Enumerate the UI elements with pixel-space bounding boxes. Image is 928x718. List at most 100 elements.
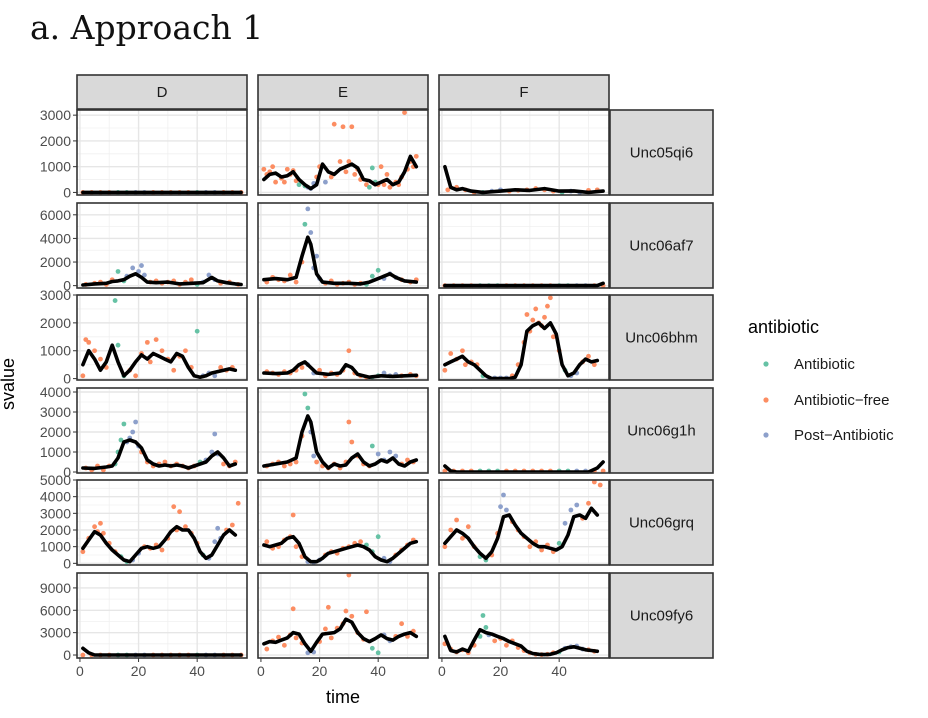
facet-strip-label: F	[519, 84, 528, 101]
data-point	[364, 609, 369, 615]
data-point	[586, 353, 591, 359]
panel-Unc06g1h-D	[76, 387, 248, 474]
panel-Unc09fy6-D	[76, 572, 248, 659]
panel-Unc06af7-E	[257, 202, 429, 289]
x-tick-label: 20	[493, 663, 509, 679]
data-point	[261, 166, 267, 172]
smooth-line	[443, 281, 605, 288]
smooth-line	[262, 235, 419, 286]
data-point	[568, 507, 574, 513]
data-point	[328, 174, 334, 180]
panel-background	[439, 573, 609, 658]
data-point	[264, 539, 270, 545]
data-point	[369, 273, 375, 279]
y-tick-label: 1000	[40, 444, 71, 460]
figure-title: a. Approach 1	[30, 8, 264, 47]
data-point	[442, 367, 448, 373]
facet-strip-label: Unc06grq	[629, 515, 694, 532]
data-point	[498, 504, 503, 510]
data-point	[375, 650, 381, 656]
y-tick-label: 1000	[40, 343, 71, 359]
data-point	[296, 182, 302, 188]
data-point	[293, 635, 299, 641]
panel-border	[76, 387, 248, 474]
data-point	[218, 365, 224, 370]
data-point	[346, 159, 352, 164]
data-point	[281, 179, 287, 185]
data-point	[343, 608, 349, 614]
data-point	[445, 187, 451, 193]
data-point	[597, 482, 603, 488]
smooth-line	[443, 164, 605, 195]
panel-Unc06af7-D	[76, 202, 248, 289]
facet-strip-label: Unc05qi6	[630, 145, 693, 162]
panel-Unc09fy6-E	[257, 572, 429, 659]
data-point	[483, 625, 489, 630]
panel-border	[438, 294, 610, 381]
y-tick-label: 5000	[40, 472, 71, 488]
y-tick-label: 0	[63, 371, 71, 387]
smooth-line	[81, 343, 238, 379]
data-point	[314, 459, 320, 465]
data-point	[98, 356, 103, 362]
panel-border	[438, 387, 610, 474]
y-tick-label: 3000	[40, 505, 71, 521]
data-point	[130, 265, 136, 271]
data-point	[130, 429, 136, 435]
facet-strip-label: Unc06bhm	[625, 330, 698, 347]
panel-background	[439, 110, 609, 195]
panel-Unc05qi6-F	[438, 109, 610, 196]
data-point	[206, 272, 212, 278]
data-point	[153, 337, 159, 342]
data-point	[369, 645, 375, 651]
data-point	[539, 547, 544, 553]
data-point	[504, 507, 509, 513]
data-point	[504, 642, 509, 648]
data-point	[349, 124, 355, 130]
panel-Unc06grq-F	[438, 479, 610, 566]
data-point	[142, 272, 147, 278]
legend-label: Post−Antibiotic	[794, 427, 894, 444]
data-point	[545, 303, 550, 309]
data-point	[147, 359, 153, 365]
panel-Unc06bhm-D	[76, 294, 248, 381]
data-point	[462, 362, 468, 368]
panel-background	[77, 388, 247, 473]
data-point	[293, 459, 299, 465]
data-point	[547, 295, 553, 301]
data-point	[399, 621, 405, 627]
facet-strip-D	[76, 74, 248, 110]
data-point	[550, 334, 556, 340]
data-point	[284, 166, 290, 172]
y-tick-label: 0	[63, 184, 71, 200]
panel-border	[257, 294, 429, 381]
data-point	[136, 269, 141, 274]
y-tick-label: 3000	[40, 287, 71, 303]
data-point	[387, 184, 393, 190]
data-point	[337, 159, 343, 164]
smooth-line	[262, 617, 419, 654]
data-point	[290, 606, 296, 612]
panel-background	[258, 388, 428, 473]
smooth-line	[81, 646, 243, 657]
legend-title: antibiotic	[748, 317, 819, 337]
x-tick-label: 40	[551, 663, 567, 679]
facet-strip-label: Unc09fy6	[630, 608, 693, 625]
y-tick-label: 0	[63, 464, 71, 480]
panel-background	[439, 203, 609, 288]
data-point	[293, 544, 299, 550]
data-point	[530, 317, 536, 323]
data-point	[586, 500, 591, 506]
y-tick-label: 0	[63, 647, 71, 663]
data-point	[314, 253, 320, 259]
data-point	[235, 500, 241, 506]
panel-border	[76, 202, 248, 289]
data-point	[139, 263, 144, 268]
smooth-line	[81, 524, 238, 564]
smooth-line	[262, 360, 419, 379]
data-point	[80, 652, 86, 658]
panel-border	[76, 109, 248, 196]
data-point	[273, 179, 278, 185]
data-point	[349, 613, 355, 619]
panel-background	[439, 480, 609, 565]
